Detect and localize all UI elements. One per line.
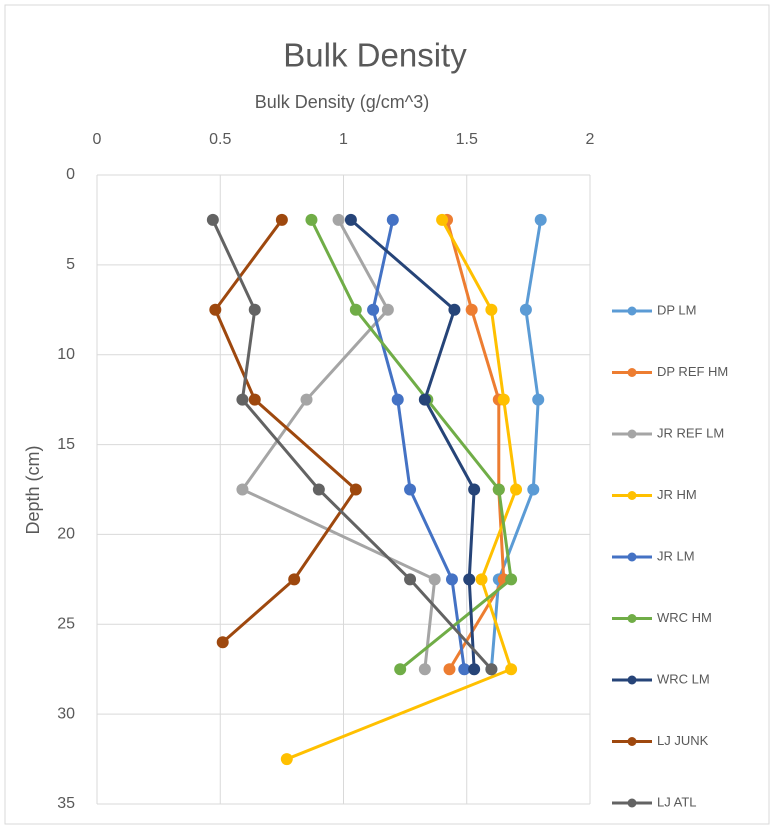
data-point — [349, 483, 362, 496]
data-point — [468, 663, 481, 676]
y-tick-label: 30 — [57, 705, 75, 722]
data-point — [300, 393, 313, 406]
legend-marker — [627, 552, 637, 562]
data-point — [206, 213, 219, 226]
legend-marker — [627, 368, 637, 377]
data-point — [367, 303, 380, 316]
legend-marker — [627, 675, 637, 685]
data-point — [280, 753, 293, 766]
data-point — [445, 573, 458, 586]
data-point — [248, 303, 261, 316]
x-tick-label: 1 — [339, 131, 348, 148]
data-point — [465, 303, 478, 316]
x-axis-label: Bulk Density (g/cm^3) — [255, 92, 430, 112]
legend-label: LJ JUNK — [657, 733, 709, 748]
y-tick-label: 20 — [57, 526, 75, 543]
data-point — [428, 573, 441, 586]
x-tick-label: 0.5 — [209, 131, 231, 148]
data-point — [468, 483, 481, 496]
data-point — [510, 483, 523, 496]
series-line — [489, 219, 543, 670]
data-point — [349, 303, 362, 316]
y-tick-label: 25 — [57, 616, 75, 633]
data-point — [236, 393, 249, 406]
series-line — [240, 219, 437, 670]
y-tick-label: 15 — [57, 436, 75, 453]
legend-label: DP LM — [657, 302, 697, 317]
data-point — [216, 636, 229, 649]
legend-marker — [627, 306, 637, 316]
data-point — [305, 213, 318, 226]
data-point — [381, 303, 394, 316]
data-point — [492, 483, 505, 496]
legend-label: LJ ATL — [657, 794, 697, 809]
data-point — [275, 213, 288, 226]
data-point — [519, 303, 532, 316]
data-point — [448, 303, 461, 316]
data-point — [344, 213, 357, 226]
data-point — [236, 483, 249, 496]
legend-label: JR HM — [657, 487, 697, 502]
data-point — [475, 573, 488, 586]
chart-title: Bulk Density — [283, 37, 467, 74]
data-point — [505, 663, 518, 676]
series-line — [349, 218, 476, 670]
chart-border — [4, 4, 770, 825]
data-point — [485, 663, 498, 676]
data-point — [458, 663, 471, 676]
data-point — [404, 483, 417, 496]
x-tick-label: 0 — [93, 131, 102, 148]
data-point — [386, 213, 399, 226]
data-point — [312, 483, 325, 496]
data-point — [527, 483, 540, 496]
data-point — [248, 393, 261, 406]
legend-label: DP REF HM — [657, 364, 728, 379]
data-point — [288, 573, 301, 586]
legend-label: WRC HM — [657, 610, 712, 625]
legend-label: JR REF LM — [657, 425, 724, 440]
data-point — [418, 393, 431, 406]
data-point — [505, 573, 518, 586]
y-axis-label: Depth (cm) — [23, 445, 43, 534]
series-line — [213, 219, 358, 644]
data-point — [209, 303, 222, 316]
y-tick-label: 5 — [66, 256, 75, 273]
data-point — [436, 213, 449, 226]
data-point — [443, 663, 456, 676]
legend-marker — [627, 737, 637, 746]
x-tick-label: 2 — [586, 131, 595, 148]
data-point — [532, 393, 545, 406]
series-line — [371, 219, 466, 670]
series-line — [310, 219, 513, 671]
x-tick-label: 1.5 — [456, 131, 478, 148]
legend-marker — [627, 429, 637, 439]
data-point — [394, 663, 407, 676]
legend-marker — [627, 491, 637, 500]
y-tick-label: 35 — [57, 795, 75, 812]
data-point — [463, 573, 476, 586]
data-point — [404, 573, 417, 586]
y-tick-label: 0 — [66, 166, 75, 183]
series-line — [211, 219, 493, 671]
legend-marker — [627, 798, 637, 808]
legend-marker — [627, 614, 637, 623]
data-point — [391, 393, 404, 406]
data-point — [497, 393, 510, 406]
y-tick-label: 10 — [57, 346, 75, 363]
data-point — [332, 213, 345, 226]
data-point — [485, 303, 498, 316]
data-point — [534, 213, 547, 226]
data-point — [418, 663, 431, 676]
legend-label: WRC LM — [657, 671, 710, 686]
legend-label: JR LM — [657, 548, 695, 563]
